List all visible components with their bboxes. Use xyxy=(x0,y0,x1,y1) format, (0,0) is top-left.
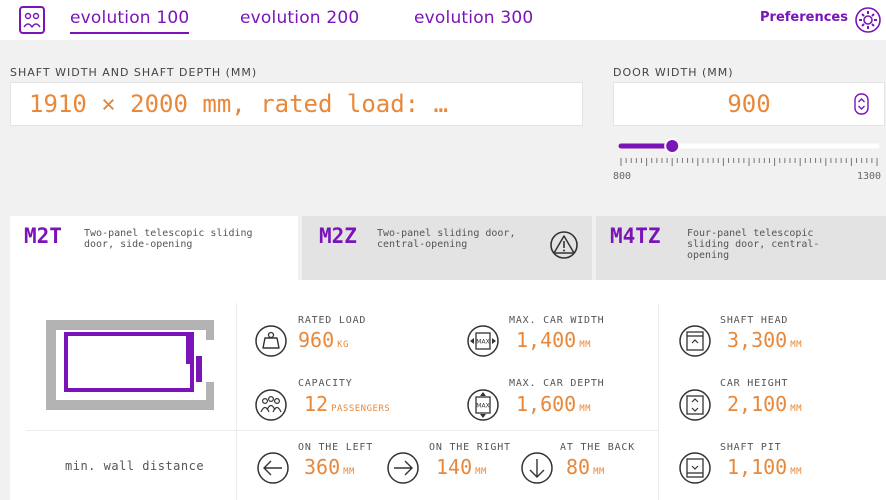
top-nav: evolution 100 evolution 200 evolution 30… xyxy=(0,0,886,40)
door-description: Four-panel telescopic sliding door, cent… xyxy=(687,228,820,261)
door-code: M2T xyxy=(24,224,62,248)
wall-right-value: 140 MM xyxy=(436,455,487,479)
door-width-slider[interactable] xyxy=(613,138,885,178)
wall-left-value: 360 MM xyxy=(304,455,355,479)
rated-load-value: 960 KG xyxy=(298,328,349,352)
wall-back-value: 80 MM xyxy=(566,455,605,479)
door-code: M4TZ xyxy=(610,224,661,248)
arrow-left-icon xyxy=(257,452,289,484)
shaft-size-label: SHAFT WIDTH AND SHAFT DEPTH (MM) xyxy=(10,66,258,79)
weight-icon xyxy=(255,325,287,357)
capacity-label: CAPACITY xyxy=(298,378,353,389)
slider-min-label: 800 xyxy=(613,171,632,182)
car-depth-icon: MAX xyxy=(467,389,499,421)
rated-load-label: RATED LOAD xyxy=(298,315,367,326)
capacity-value: 12 PASSENGERS xyxy=(304,392,391,416)
elevator-logo-icon[interactable] xyxy=(14,5,50,35)
divider xyxy=(26,430,658,431)
preferences-link[interactable]: Preferences xyxy=(760,10,848,25)
car-height-value: 2,100 MM xyxy=(727,392,803,416)
passengers-icon xyxy=(255,389,287,421)
tab-evolution-100[interactable]: evolution 100 xyxy=(70,8,190,34)
door-width-label: DOOR WIDTH (MM) xyxy=(613,66,734,79)
svg-text:MAX: MAX xyxy=(476,403,489,410)
car-width-icon: MAX xyxy=(467,325,499,357)
tab-evolution-200[interactable]: evolution 200 xyxy=(240,8,360,28)
door-code: M2Z xyxy=(319,224,357,248)
max-car-width-label: MAX. CAR WIDTH xyxy=(509,315,605,326)
max-car-depth-value: 1,600 MM xyxy=(516,392,592,416)
arrow-right-icon xyxy=(387,452,419,484)
wall-back-label: AT THE BACK xyxy=(560,442,636,453)
shaft-pit-label: SHAFT PIT xyxy=(720,442,782,453)
shaft-pit-icon xyxy=(679,452,711,484)
slider-max-label: 1300 xyxy=(857,171,882,182)
wall-left-label: ON THE LEFT xyxy=(298,442,374,453)
door-tab-m2z[interactable]: M2Z Two-panel sliding door, central-open… xyxy=(302,216,592,280)
door-tab-m2t[interactable]: M2T Two-panel telescopic sliding door, s… xyxy=(10,216,298,280)
svg-text:MAX: MAX xyxy=(476,339,489,346)
shaft-size-select[interactable]: 1910 × 2000 mm, rated load: … xyxy=(10,82,583,126)
warning-icon xyxy=(550,231,578,259)
shaft-head-icon xyxy=(679,325,711,357)
slider-thumb[interactable] xyxy=(664,138,681,154)
door-width-input[interactable]: 900 xyxy=(613,82,885,126)
wall-right-label: ON THE RIGHT xyxy=(429,442,511,453)
shaft-head-value: 3,300 MM xyxy=(727,328,803,352)
shaft-pit-value: 1,100 MM xyxy=(727,455,803,479)
max-car-width-value: 1,400 MM xyxy=(516,328,592,352)
shaft-head-label: SHAFT HEAD xyxy=(720,315,789,326)
car-height-label: CAR HEIGHT xyxy=(720,378,789,389)
door-description: Two-panel telescopic sliding door, side-… xyxy=(84,228,253,250)
shaft-plan-diagram xyxy=(46,320,214,410)
wall-distance-label: min. wall distance xyxy=(65,459,205,473)
stepper-icon[interactable] xyxy=(854,93,869,115)
arrow-down-icon xyxy=(521,452,553,484)
max-car-depth-label: MAX. CAR DEPTH xyxy=(509,378,605,389)
car-height-icon xyxy=(679,389,711,421)
door-description: Two-panel sliding door, central-opening xyxy=(377,228,516,250)
divider xyxy=(658,303,659,500)
tab-evolution-300[interactable]: evolution 300 xyxy=(414,8,534,28)
divider xyxy=(236,303,237,500)
gear-icon[interactable] xyxy=(854,6,882,34)
door-tab-m4tz[interactable]: M4TZ Four-panel telescopic sliding door,… xyxy=(596,216,886,280)
